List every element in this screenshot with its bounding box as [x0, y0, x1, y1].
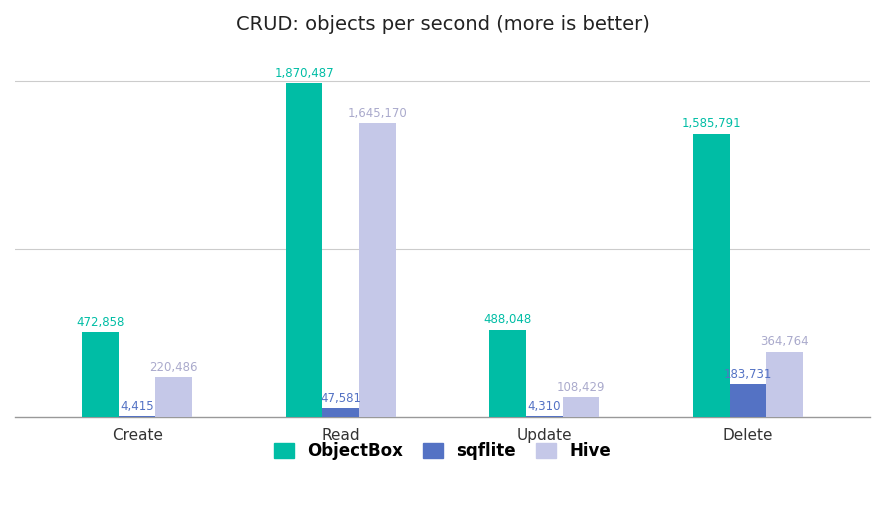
- Text: 108,429: 108,429: [557, 381, 605, 394]
- Title: CRUD: objects per second (more is better): CRUD: objects per second (more is better…: [235, 15, 650, 34]
- Text: 364,764: 364,764: [760, 335, 809, 348]
- Bar: [563, 397, 599, 417]
- Text: 472,858: 472,858: [76, 316, 125, 329]
- Legend: ObjectBox, sqflite, Hive: ObjectBox, sqflite, Hive: [267, 436, 618, 467]
- Bar: [489, 330, 526, 417]
- Text: 4,310: 4,310: [527, 400, 561, 413]
- Bar: [359, 123, 396, 417]
- Text: 220,486: 220,486: [150, 361, 198, 374]
- Text: 1,645,170: 1,645,170: [348, 107, 407, 120]
- Text: 47,581: 47,581: [320, 392, 361, 405]
- Bar: [286, 83, 322, 417]
- Bar: [729, 384, 766, 417]
- Bar: [526, 416, 563, 417]
- Text: 1,870,487: 1,870,487: [274, 67, 334, 80]
- Bar: [119, 416, 156, 417]
- Text: 183,731: 183,731: [724, 368, 772, 380]
- Text: 1,585,791: 1,585,791: [681, 117, 741, 131]
- Bar: [82, 332, 119, 417]
- Bar: [322, 408, 359, 417]
- Text: 4,415: 4,415: [120, 400, 154, 413]
- Text: 488,048: 488,048: [483, 313, 532, 326]
- Bar: [693, 134, 729, 417]
- Bar: [156, 377, 192, 417]
- Bar: [766, 352, 803, 417]
